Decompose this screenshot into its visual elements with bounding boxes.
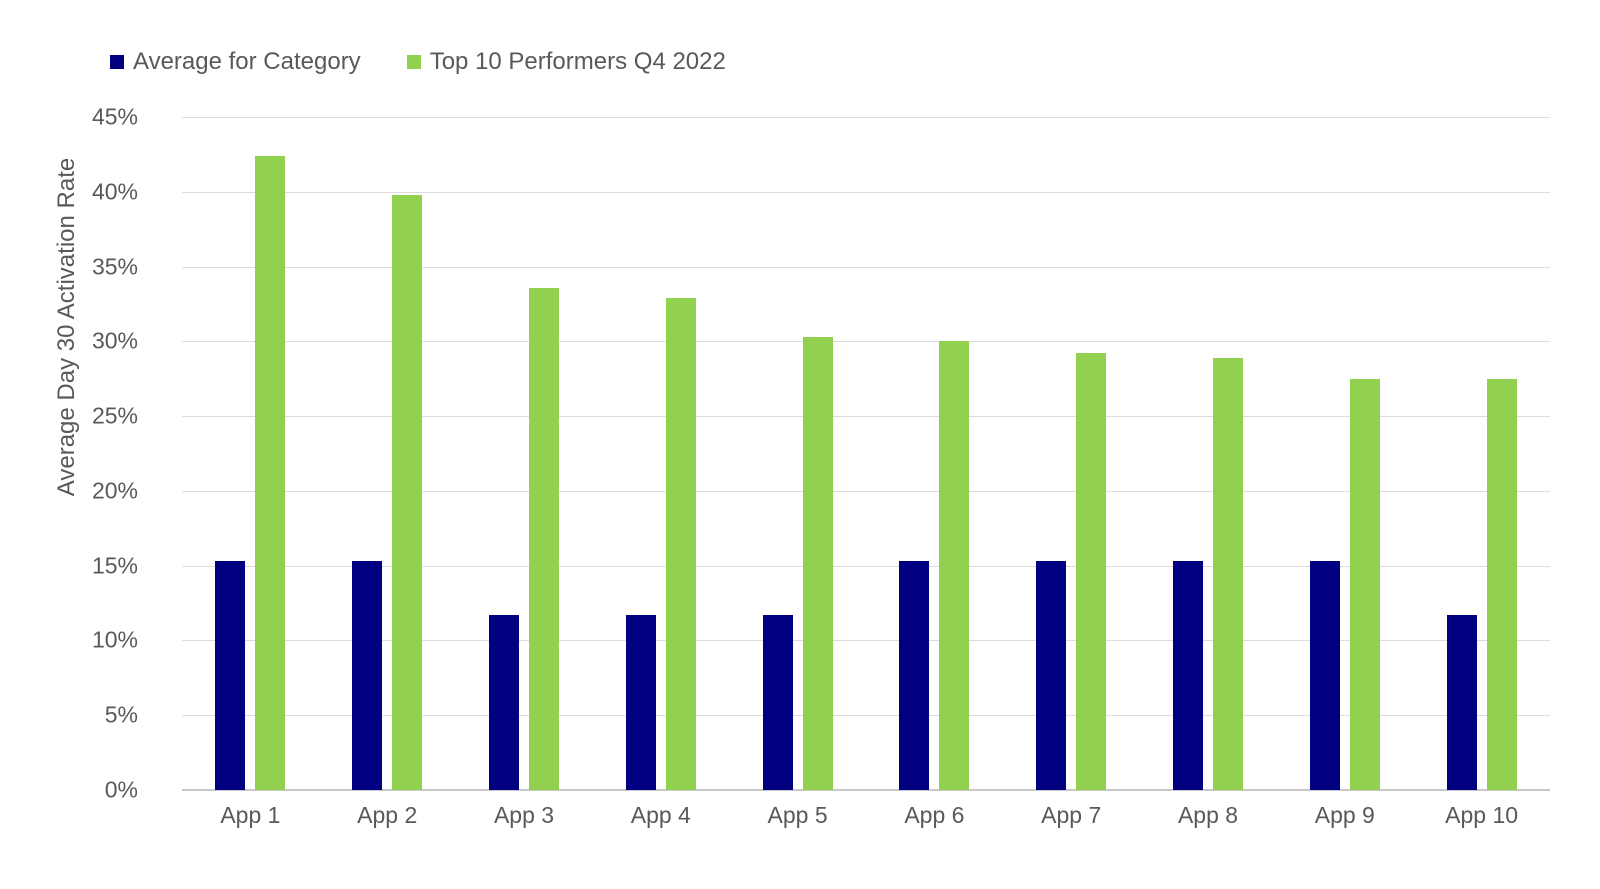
bar-average-app-8 <box>1173 561 1203 790</box>
gridline <box>182 341 1550 343</box>
bar-average-app-3 <box>489 615 519 790</box>
plot-area <box>182 117 1550 791</box>
x-tick-label-app-2: App 2 <box>357 802 418 828</box>
bar-top10-app-10 <box>1486 378 1517 790</box>
x-tick-label-app-5: App 5 <box>767 802 828 828</box>
y-tick-label: 45% <box>91 103 138 130</box>
legend-swatch-green <box>406 55 421 69</box>
y-tick-label: 40% <box>91 178 138 205</box>
bar-average-app-4 <box>625 615 656 790</box>
gridline <box>182 191 1550 193</box>
bar-average-app-9 <box>1309 561 1340 790</box>
legend: Average for Category Top 10 Performers Q… <box>110 50 726 74</box>
y-tick-label: 5% <box>104 701 138 728</box>
y-tick-label: 10% <box>91 626 138 653</box>
bar-top10-app-6 <box>939 341 970 790</box>
x-tick-label-app-8: App 8 <box>1177 802 1239 828</box>
gridline <box>182 490 1550 492</box>
bar-top10-app-2 <box>392 194 423 790</box>
bar-average-app-10 <box>1446 615 1477 790</box>
bar-top10-app-5 <box>802 336 833 790</box>
gridline <box>182 416 1550 418</box>
bar-top10-app-4 <box>665 297 696 790</box>
legend-swatch-navy <box>110 55 124 69</box>
gridline <box>182 565 1550 567</box>
bar-top10-app-3 <box>529 287 559 790</box>
legend-item-average-for-category: Average for Category <box>110 50 361 74</box>
x-tick-label-app-6: App 6 <box>904 802 965 828</box>
x-tick-label-app-10: App 10 <box>1445 802 1519 828</box>
bar-average-app-2 <box>352 561 383 790</box>
legend-label: Average for Category <box>133 48 361 75</box>
bar-top10-app-8 <box>1213 357 1243 790</box>
y-tick-label: 35% <box>91 253 138 280</box>
gridline <box>182 640 1550 642</box>
legend-label: Top 10 Performers Q4 2022 <box>429 48 726 75</box>
bar-average-app-7 <box>1036 561 1067 790</box>
x-axis-line <box>182 789 1550 791</box>
bar-average-app-6 <box>899 561 930 790</box>
bar-top10-app-1 <box>255 155 286 790</box>
gridline <box>182 715 1550 717</box>
y-tick-label: 30% <box>91 327 138 354</box>
x-tick-label-app-9: App 9 <box>1314 802 1375 828</box>
x-tick-label-app-4: App 4 <box>630 802 691 828</box>
gridline <box>182 266 1550 268</box>
x-tick-label-app-7: App 7 <box>1041 802 1102 828</box>
bar-top10-app-9 <box>1349 378 1380 790</box>
legend-item-top-10-performers: Top 10 Performers Q4 2022 <box>406 48 726 75</box>
y-tick-label: 25% <box>91 402 138 429</box>
y-tick-label: 20% <box>91 477 138 504</box>
y-tick-label: 0% <box>104 776 138 803</box>
bar-average-app-5 <box>762 615 793 790</box>
bar-average-app-1 <box>215 561 246 790</box>
bar-top10-app-7 <box>1076 353 1107 790</box>
x-tick-label-app-3: App 3 <box>493 802 555 828</box>
gridline <box>182 117 1550 118</box>
x-tick-label-app-1: App 1 <box>220 802 281 828</box>
y-tick-label: 15% <box>91 552 138 579</box>
